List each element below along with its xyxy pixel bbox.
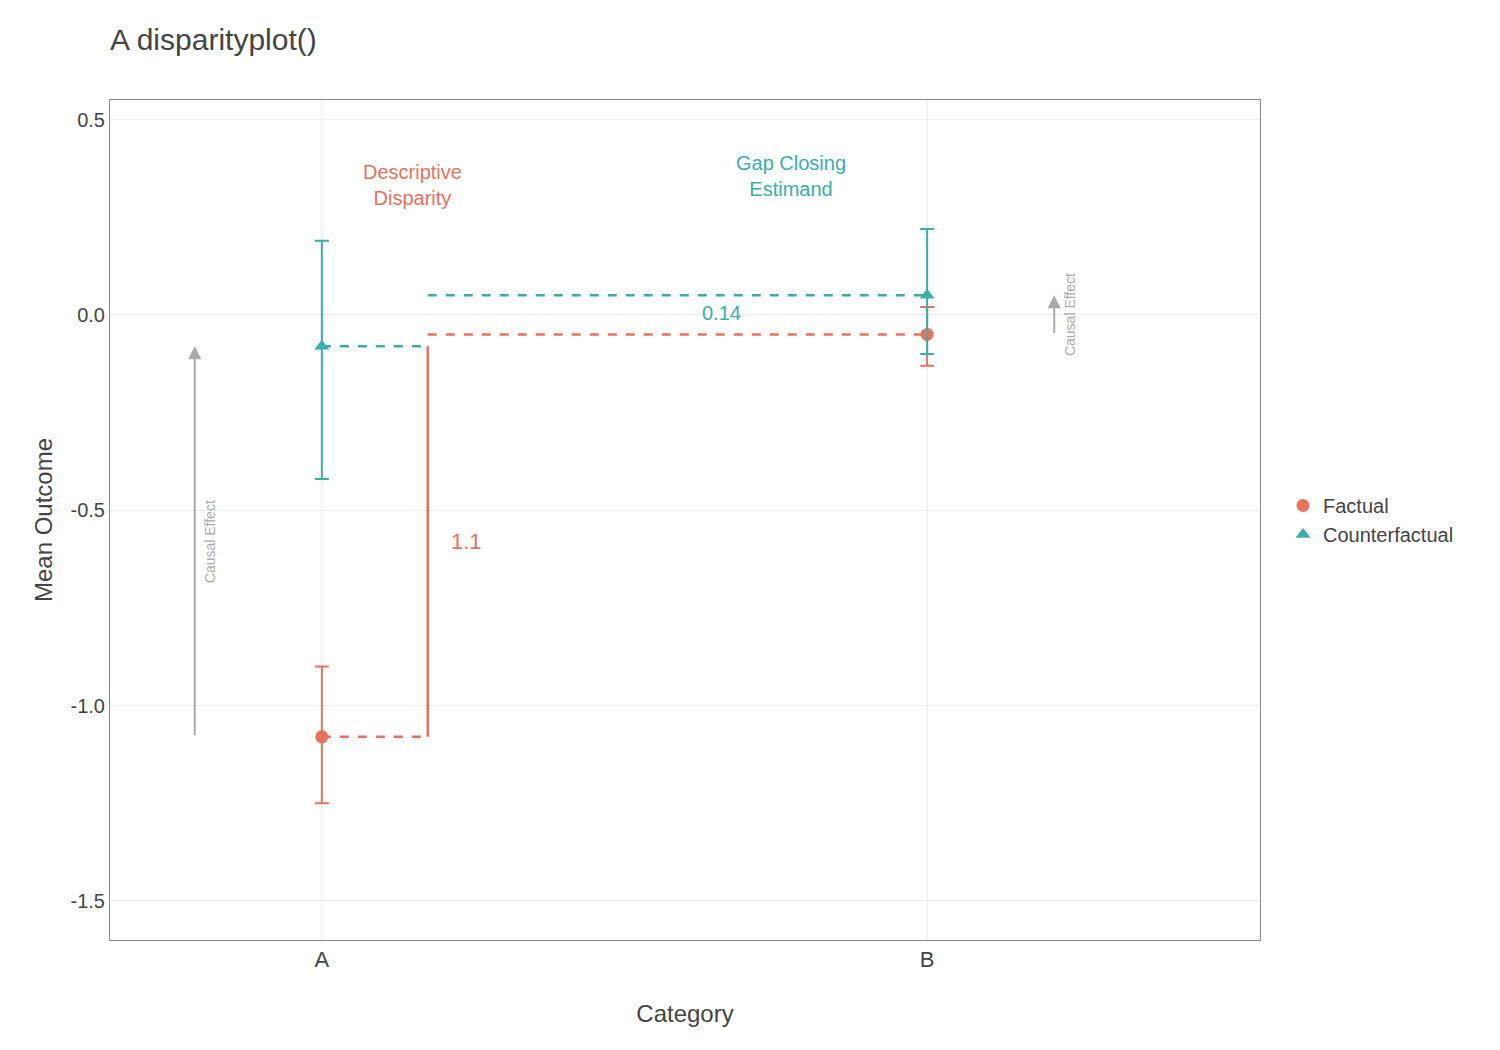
- svg-text:Mean Outcome: Mean Outcome: [30, 438, 57, 602]
- svg-text:0.14: 0.14: [702, 302, 741, 324]
- svg-text:Factual: Factual: [1323, 495, 1389, 517]
- svg-text:A disparityplot(): A disparityplot(): [110, 23, 317, 56]
- svg-text:-1.5: -1.5: [71, 890, 105, 912]
- svg-text:-0.5: -0.5: [71, 499, 105, 521]
- svg-text:Causal Effect: Causal Effect: [1062, 273, 1078, 356]
- svg-text:DescriptiveDisparity: DescriptiveDisparity: [363, 161, 462, 209]
- svg-text:-1.0: -1.0: [71, 695, 105, 717]
- svg-text:1.1: 1.1: [451, 529, 482, 554]
- svg-text:0.5: 0.5: [77, 109, 105, 131]
- svg-text:Gap ClosingEstimand: Gap ClosingEstimand: [736, 152, 846, 200]
- svg-text:Category: Category: [636, 1000, 733, 1027]
- svg-text:B: B: [920, 947, 935, 972]
- svg-text:0.0: 0.0: [77, 304, 105, 326]
- svg-text:A: A: [314, 947, 329, 972]
- svg-text:Causal Effect: Causal Effect: [202, 500, 218, 583]
- svg-text:Counterfactual: Counterfactual: [1323, 524, 1453, 546]
